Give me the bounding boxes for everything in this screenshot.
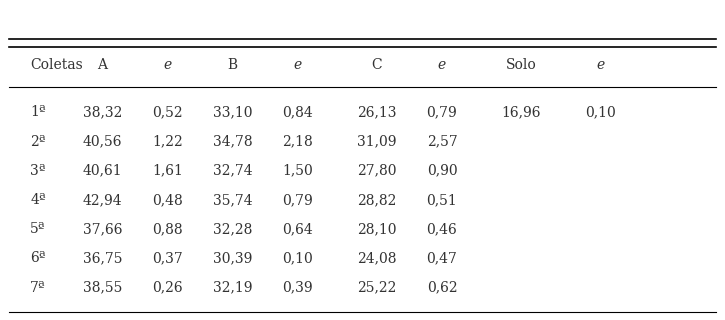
- Text: 27,80: 27,80: [357, 164, 397, 178]
- Text: e: e: [163, 58, 172, 72]
- Text: e: e: [294, 58, 302, 72]
- Text: 4ª: 4ª: [30, 193, 46, 207]
- Text: Coletas: Coletas: [30, 58, 83, 72]
- Text: 33,10: 33,10: [212, 105, 252, 119]
- Text: 32,74: 32,74: [212, 164, 252, 178]
- Text: C: C: [372, 58, 382, 72]
- Text: 0,51: 0,51: [426, 193, 457, 207]
- Text: 34,78: 34,78: [212, 135, 252, 148]
- Text: 1,50: 1,50: [282, 164, 313, 178]
- Text: 0,39: 0,39: [282, 281, 312, 294]
- Text: 0,26: 0,26: [152, 281, 183, 294]
- Text: A: A: [97, 58, 107, 72]
- Text: B: B: [228, 58, 238, 72]
- Text: 0,10: 0,10: [282, 251, 313, 265]
- Text: 0,48: 0,48: [152, 193, 183, 207]
- Text: 36,75: 36,75: [83, 251, 123, 265]
- Text: 26,13: 26,13: [357, 105, 397, 119]
- Text: 2,57: 2,57: [426, 135, 457, 148]
- Text: 0,10: 0,10: [586, 105, 616, 119]
- Text: e: e: [597, 58, 605, 72]
- Text: 38,55: 38,55: [83, 281, 123, 294]
- Text: 1,61: 1,61: [152, 164, 183, 178]
- Text: 5ª: 5ª: [30, 222, 46, 236]
- Text: 37,66: 37,66: [83, 222, 123, 236]
- Text: 0,90: 0,90: [426, 164, 457, 178]
- Text: 0,64: 0,64: [282, 222, 313, 236]
- Text: 2,18: 2,18: [282, 135, 313, 148]
- Text: 0,37: 0,37: [152, 251, 183, 265]
- Text: 32,19: 32,19: [212, 281, 252, 294]
- Text: 28,10: 28,10: [357, 222, 397, 236]
- Text: 0,52: 0,52: [152, 105, 183, 119]
- Text: 1,22: 1,22: [152, 135, 183, 148]
- Text: 42,94: 42,94: [83, 193, 123, 207]
- Text: 0,47: 0,47: [426, 251, 457, 265]
- Text: 7ª: 7ª: [30, 281, 46, 294]
- Text: 31,09: 31,09: [357, 135, 397, 148]
- Text: 38,32: 38,32: [83, 105, 123, 119]
- Text: 28,82: 28,82: [357, 193, 397, 207]
- Text: 3ª: 3ª: [30, 164, 46, 178]
- Text: 0,88: 0,88: [152, 222, 183, 236]
- Text: 0,62: 0,62: [426, 281, 457, 294]
- Text: 0,79: 0,79: [282, 193, 313, 207]
- Text: 0,79: 0,79: [426, 105, 457, 119]
- Text: 24,08: 24,08: [357, 251, 397, 265]
- Text: Solo: Solo: [506, 58, 536, 72]
- Text: 25,22: 25,22: [357, 281, 397, 294]
- Text: 30,39: 30,39: [213, 251, 252, 265]
- Text: 2ª: 2ª: [30, 135, 46, 148]
- Text: 0,46: 0,46: [426, 222, 457, 236]
- Text: 35,74: 35,74: [212, 193, 252, 207]
- Text: 1ª: 1ª: [30, 105, 46, 119]
- Text: e: e: [438, 58, 446, 72]
- Text: 16,96: 16,96: [502, 105, 541, 119]
- Text: 6ª: 6ª: [30, 251, 46, 265]
- Text: 40,56: 40,56: [83, 135, 123, 148]
- Text: 40,61: 40,61: [83, 164, 123, 178]
- Text: 32,28: 32,28: [213, 222, 252, 236]
- Text: 0,84: 0,84: [282, 105, 313, 119]
